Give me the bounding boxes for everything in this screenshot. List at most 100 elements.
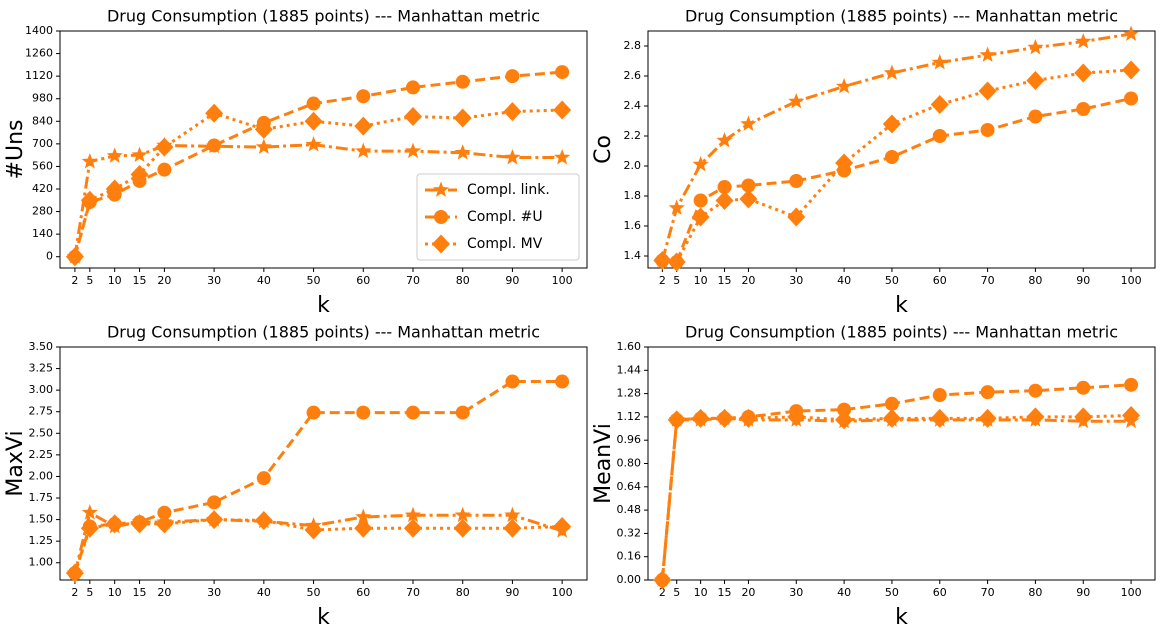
marker	[787, 207, 806, 227]
marker	[404, 506, 422, 523]
marker	[81, 504, 98, 520]
marker	[205, 103, 224, 123]
x-axis-label: k	[317, 293, 330, 318]
marker	[1124, 377, 1139, 392]
x-tick-label: 100	[1121, 274, 1142, 287]
x-tick-label: 5	[86, 274, 93, 287]
y-tick-label: 700	[32, 137, 53, 150]
marker	[692, 156, 709, 172]
series-line	[73, 510, 563, 574]
y-tick-label: 2.6	[624, 69, 642, 82]
x-tick-label: 10	[108, 586, 122, 599]
x-tick-label: 2	[71, 274, 78, 287]
plot-frame	[647, 346, 1156, 581]
legend-box	[416, 173, 580, 261]
x-tick-label: 60	[933, 274, 947, 287]
marker	[503, 518, 522, 538]
x-tick-label: 5	[673, 586, 680, 599]
y-tick-label: 0.32	[617, 526, 642, 539]
y-tick-label: 2.2	[624, 129, 642, 142]
marker	[355, 142, 372, 158]
marker	[691, 408, 710, 428]
y-tick-label: 3.00	[29, 383, 54, 396]
y-tick-label: 1260	[25, 47, 53, 60]
marker	[932, 129, 947, 143]
chart-title: Drug Consumption (1885 points) --- Manha…	[685, 7, 1118, 26]
y-tick-label: 3.25	[29, 362, 54, 375]
marker	[932, 388, 947, 403]
x-tick-label: 10	[694, 274, 708, 287]
marker	[715, 191, 734, 210]
y-tick-label: 1.60	[617, 340, 642, 353]
x-tick-label: 90	[1076, 274, 1090, 287]
marker	[553, 100, 572, 120]
y-tick-label: 2.25	[29, 448, 54, 461]
y-tick-label: 980	[32, 92, 53, 105]
y-tick-label: 0.16	[617, 550, 642, 563]
marker	[787, 407, 806, 427]
marker	[505, 374, 520, 389]
y-axis-label: MaxVi	[3, 430, 28, 496]
x-tick-label: 80	[1028, 586, 1042, 599]
marker	[739, 189, 758, 209]
marker	[716, 132, 733, 148]
marker	[503, 102, 522, 122]
legend-marker	[434, 210, 448, 224]
x-tick-label: 20	[157, 274, 171, 287]
y-tick-label: 1.25	[29, 534, 54, 547]
y-tick-label: 1.00	[29, 556, 54, 569]
x-tick-label: 30	[789, 586, 803, 599]
marker	[555, 65, 570, 80]
x-tick-label: 15	[718, 274, 732, 287]
marker	[837, 402, 852, 417]
marker	[405, 80, 420, 95]
marker	[105, 179, 124, 199]
marker	[255, 138, 272, 154]
x-tick-label: 70	[981, 274, 995, 287]
legend-label: Compl. #U	[467, 209, 543, 225]
x-axis-label: k	[895, 293, 908, 318]
x-tick-label: 2	[71, 586, 78, 599]
x-tick-label: 30	[207, 586, 221, 599]
legend-label: Compl. link.	[467, 182, 550, 198]
marker	[554, 149, 571, 165]
marker	[1028, 109, 1043, 124]
y-tick-label: 1.6	[624, 219, 642, 232]
x-tick-label: 50	[885, 586, 899, 599]
y-tick-label: 840	[32, 114, 53, 127]
marker	[653, 251, 672, 270]
y-tick-label: 3.50	[29, 340, 54, 353]
x-tick-label: 40	[837, 274, 851, 287]
x-tick-label: 100	[552, 274, 573, 287]
x-tick-label: 20	[741, 586, 755, 599]
marker	[931, 54, 948, 70]
marker	[1028, 383, 1043, 398]
x-tick-label: 70	[981, 586, 995, 599]
marker	[717, 180, 732, 194]
x-tick-label: 100	[552, 586, 573, 599]
x-tick-label: 90	[1076, 586, 1090, 599]
marker	[835, 153, 854, 173]
y-tick-label: 0	[46, 250, 53, 263]
y-axis-label: Co	[591, 135, 616, 164]
y-tick-label: 420	[32, 182, 53, 195]
marker	[131, 146, 148, 163]
subplot: Drug Consumption (1885 points) --- Manha…	[591, 7, 1156, 318]
x-tick-label: 50	[307, 586, 321, 599]
y-axis-label: #Uns	[3, 120, 28, 180]
marker	[667, 252, 686, 272]
marker	[304, 111, 323, 131]
y-tick-label: 1.75	[29, 491, 54, 504]
x-tick-label: 10	[694, 586, 708, 599]
marker	[403, 518, 422, 538]
series-line	[660, 32, 1132, 261]
marker	[1074, 407, 1093, 427]
plot-frame	[59, 30, 588, 269]
marker	[1122, 405, 1141, 425]
marker	[693, 193, 708, 208]
marker	[207, 138, 222, 153]
y-tick-label: 0.96	[617, 433, 642, 446]
marker	[80, 518, 99, 538]
marker	[254, 119, 273, 139]
